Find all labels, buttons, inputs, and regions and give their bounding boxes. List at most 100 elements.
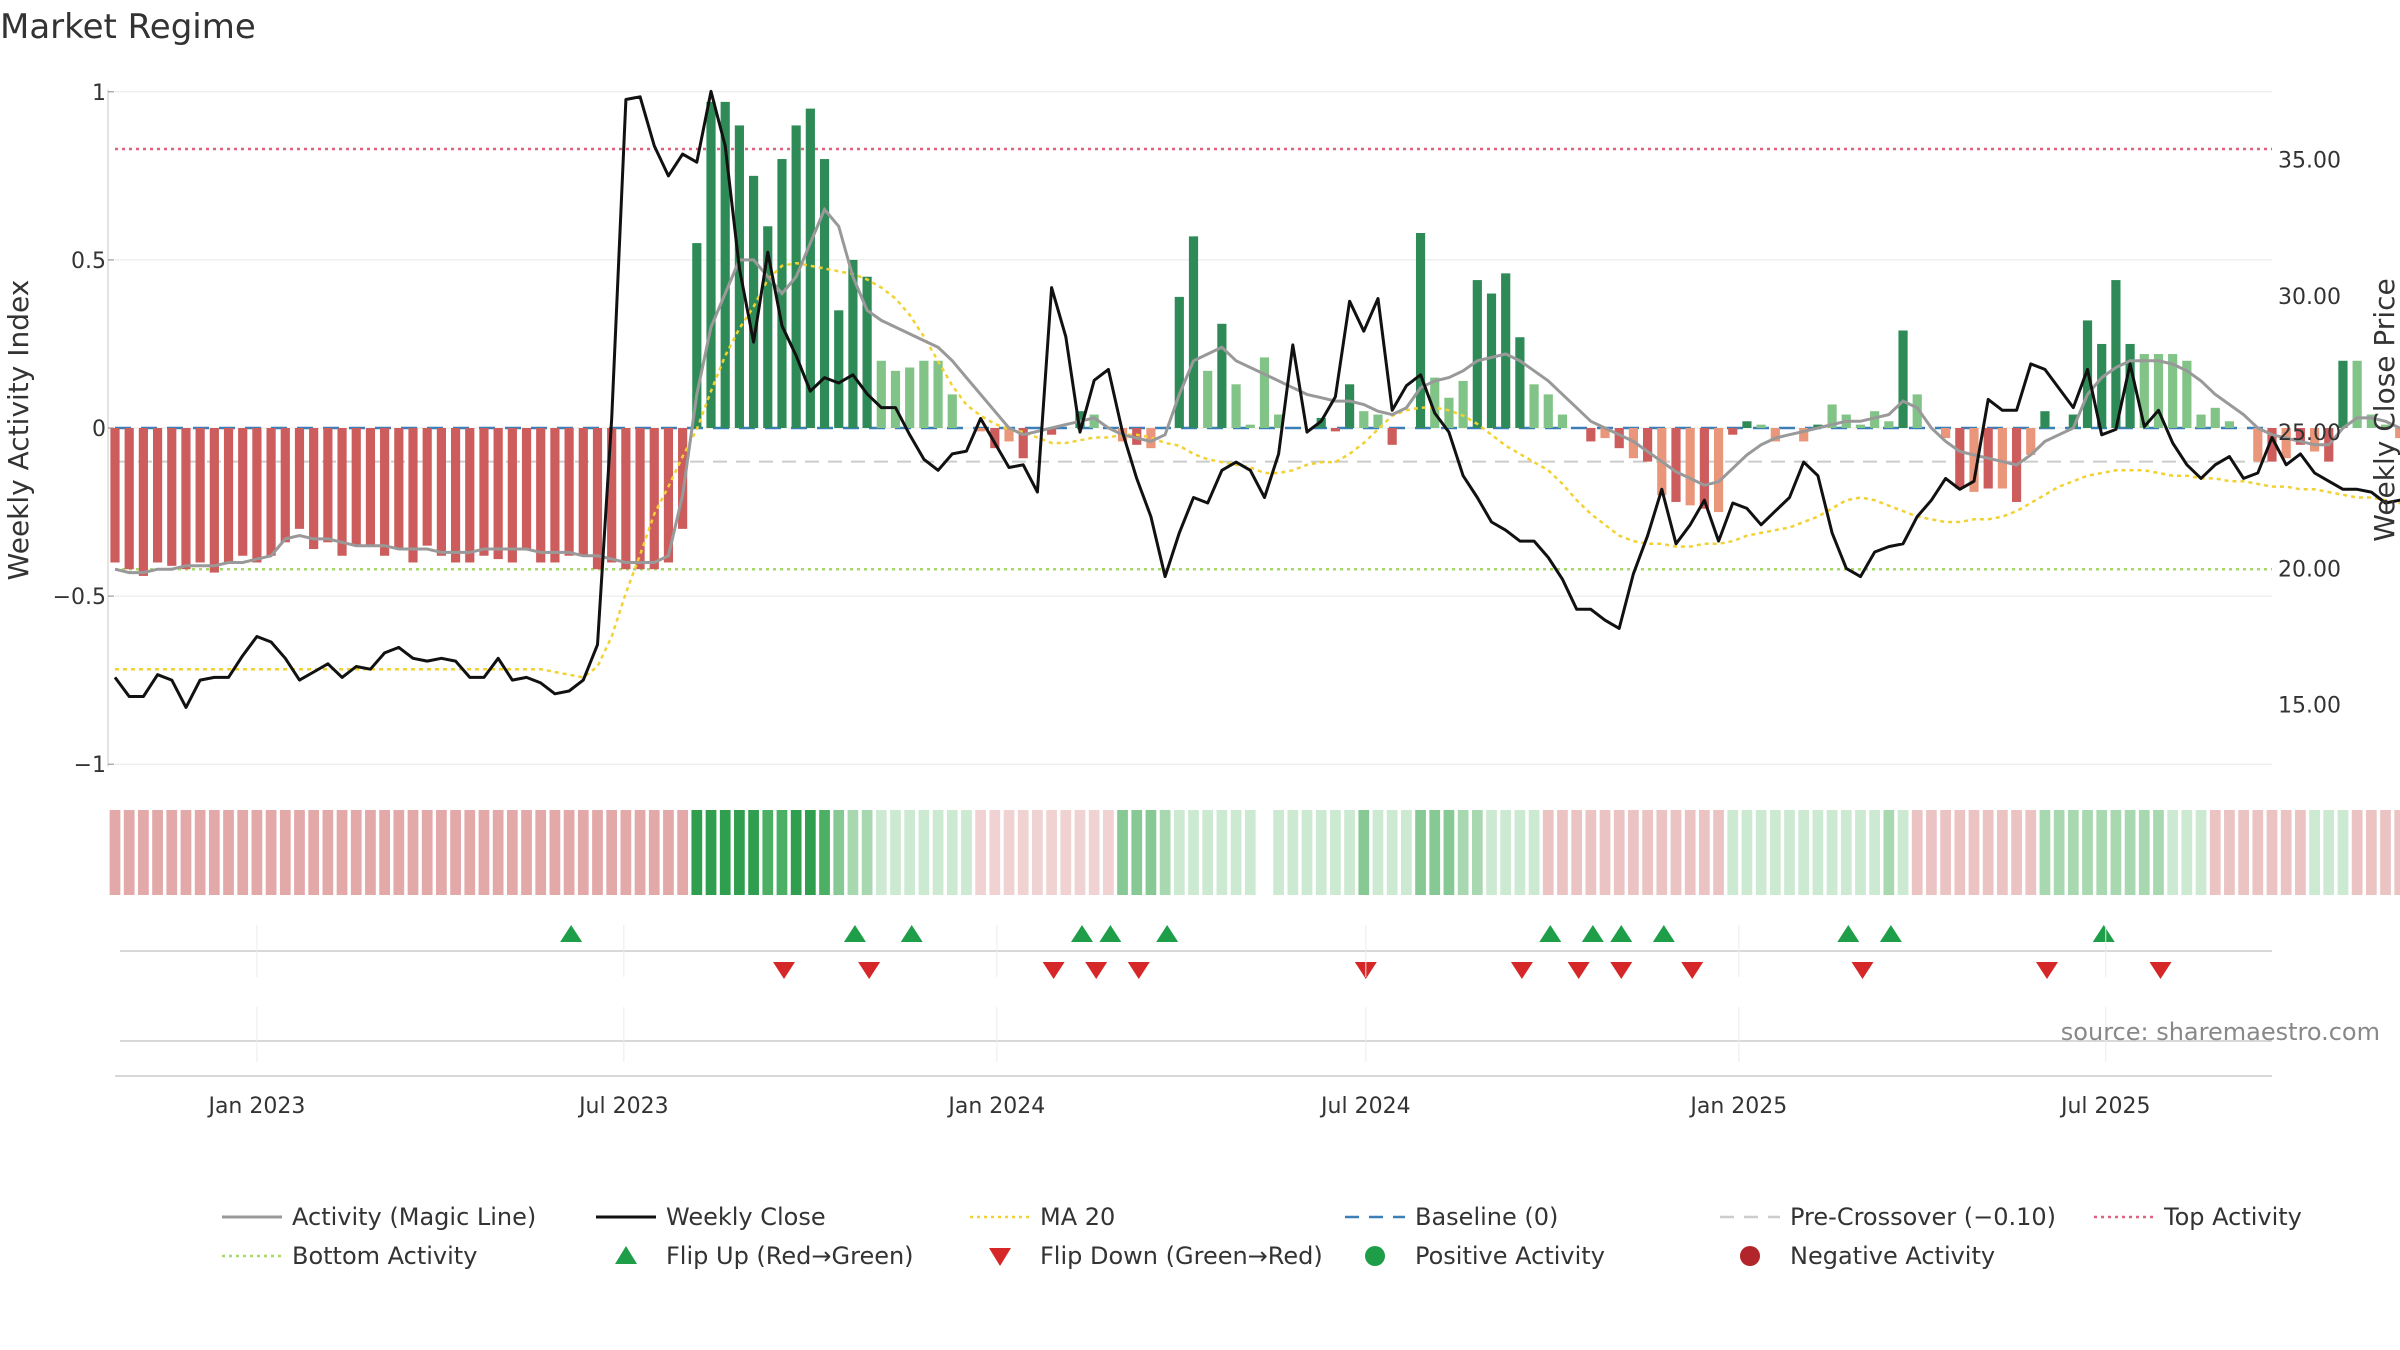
right-tick-label: 20.00 bbox=[2278, 557, 2341, 582]
regime-cell bbox=[2224, 810, 2235, 895]
regime-cell bbox=[1344, 810, 1355, 895]
regime-cell bbox=[2153, 810, 2164, 895]
activity-bar bbox=[1557, 414, 1568, 428]
activity-bar bbox=[1387, 428, 1397, 445]
flip-up-marker bbox=[1837, 925, 1860, 942]
activity-bar bbox=[2139, 354, 2149, 428]
regime-cell bbox=[1145, 810, 1157, 895]
regime-cell bbox=[208, 810, 220, 895]
regime-cell bbox=[265, 810, 277, 895]
activity-bar bbox=[1827, 404, 1837, 428]
activity-bar bbox=[678, 428, 688, 529]
activity-bar bbox=[2267, 428, 2277, 462]
regime-cell bbox=[904, 810, 916, 895]
flip-up-marker bbox=[1099, 925, 1122, 942]
activity-bar bbox=[2153, 354, 2164, 428]
activity-bar bbox=[394, 428, 404, 550]
chart-title: Market Regime bbox=[0, 7, 256, 47]
activity-bar bbox=[422, 428, 432, 546]
regime-cell bbox=[932, 810, 944, 895]
activity-bar bbox=[1600, 428, 1610, 439]
activity-bar bbox=[1969, 428, 1979, 492]
left-axis-label: Weekly Activity Index bbox=[2, 280, 35, 581]
regime-cell bbox=[1131, 810, 1143, 895]
regime-cell bbox=[1585, 810, 1597, 895]
activity-bar bbox=[905, 367, 915, 428]
activity-bar bbox=[1018, 428, 1028, 459]
flip-down-marker bbox=[1042, 962, 1065, 979]
activity-bar bbox=[1997, 428, 2007, 489]
legend-item: Activity (Magic Line) bbox=[222, 1203, 536, 1231]
regime-cell bbox=[1301, 810, 1313, 895]
activity-bar bbox=[1004, 428, 1014, 442]
activity-bar bbox=[692, 243, 702, 428]
regime-cell bbox=[138, 810, 149, 895]
legend-item: Negative Activity bbox=[1740, 1242, 1995, 1270]
regime-cell bbox=[1840, 810, 1852, 895]
activity-bar bbox=[450, 428, 461, 563]
flip-down-marker bbox=[1610, 962, 1633, 979]
regime-cell bbox=[705, 810, 717, 895]
activity-bar bbox=[2380, 424, 2391, 428]
activity-bar bbox=[1855, 424, 1866, 428]
activity-bar bbox=[663, 428, 674, 563]
regime-cell bbox=[1954, 810, 1966, 895]
regime-cell bbox=[2238, 810, 2249, 895]
activity-bar bbox=[720, 101, 730, 429]
regime-cell bbox=[2138, 810, 2150, 895]
legend-item: Top Activity bbox=[2094, 1203, 2302, 1231]
regime-cell bbox=[606, 810, 618, 895]
flip-markers bbox=[120, 925, 2272, 1042]
regime-cell bbox=[1429, 810, 1441, 895]
flip-up-marker bbox=[1879, 925, 1902, 942]
activity-bar bbox=[1586, 428, 1596, 442]
regime-cell bbox=[577, 810, 589, 895]
regime-cell bbox=[946, 810, 958, 895]
activity-bar bbox=[1458, 380, 1468, 428]
regime-cell bbox=[1358, 810, 1370, 895]
regime-cell bbox=[1855, 810, 1866, 895]
regime-cell bbox=[2337, 810, 2349, 895]
regime-cell bbox=[1713, 810, 1724, 895]
flip-up-marker bbox=[1156, 925, 1179, 942]
regime-cell bbox=[1727, 810, 1739, 895]
activity-bar bbox=[2040, 411, 2050, 428]
regime-cell bbox=[1202, 810, 1214, 895]
regime-cell bbox=[1699, 810, 1710, 895]
activity-bar bbox=[592, 428, 603, 570]
activity-bar bbox=[2352, 360, 2362, 428]
regime-cell bbox=[350, 810, 362, 895]
regime-cell bbox=[379, 810, 390, 895]
regime-cell bbox=[2025, 810, 2037, 895]
activity-bar bbox=[181, 428, 191, 570]
regime-cell bbox=[1557, 810, 1568, 895]
regime-cell bbox=[819, 810, 830, 895]
regime-cell bbox=[734, 810, 745, 895]
regime-cell bbox=[2209, 810, 2221, 895]
activity-bar bbox=[933, 360, 943, 428]
flip-up-marker bbox=[1071, 925, 1094, 942]
regime-cell bbox=[2039, 810, 2051, 895]
activity-bar bbox=[706, 101, 716, 429]
regime-cell bbox=[875, 810, 887, 895]
activity-bar bbox=[1501, 273, 1511, 428]
x-axis: Jan 2023 Jul 2023 Jan 2024 Jul 2024 Jan 2025… bbox=[115, 925, 2272, 1119]
regime-cell bbox=[2053, 810, 2065, 895]
activity-bar bbox=[223, 428, 234, 563]
left-tick-label: 0 bbox=[92, 417, 106, 442]
regime-cell bbox=[1032, 810, 1043, 895]
activity-bar bbox=[1259, 357, 1270, 428]
activity-bar bbox=[2395, 428, 2400, 439]
activity-bar bbox=[2111, 280, 2121, 428]
regime-cell bbox=[450, 810, 461, 895]
regime-cell bbox=[2181, 810, 2193, 895]
activity-bar bbox=[1430, 377, 1440, 428]
activity-bar bbox=[465, 428, 475, 563]
activity-bar bbox=[124, 428, 134, 570]
activity-bar bbox=[2182, 360, 2192, 428]
legend-item: Pre-Crossover (−0.10) bbox=[1720, 1203, 2056, 1231]
activity-bar bbox=[2253, 428, 2263, 462]
regime-cell bbox=[2110, 810, 2122, 895]
regime-cell bbox=[1940, 810, 1951, 895]
